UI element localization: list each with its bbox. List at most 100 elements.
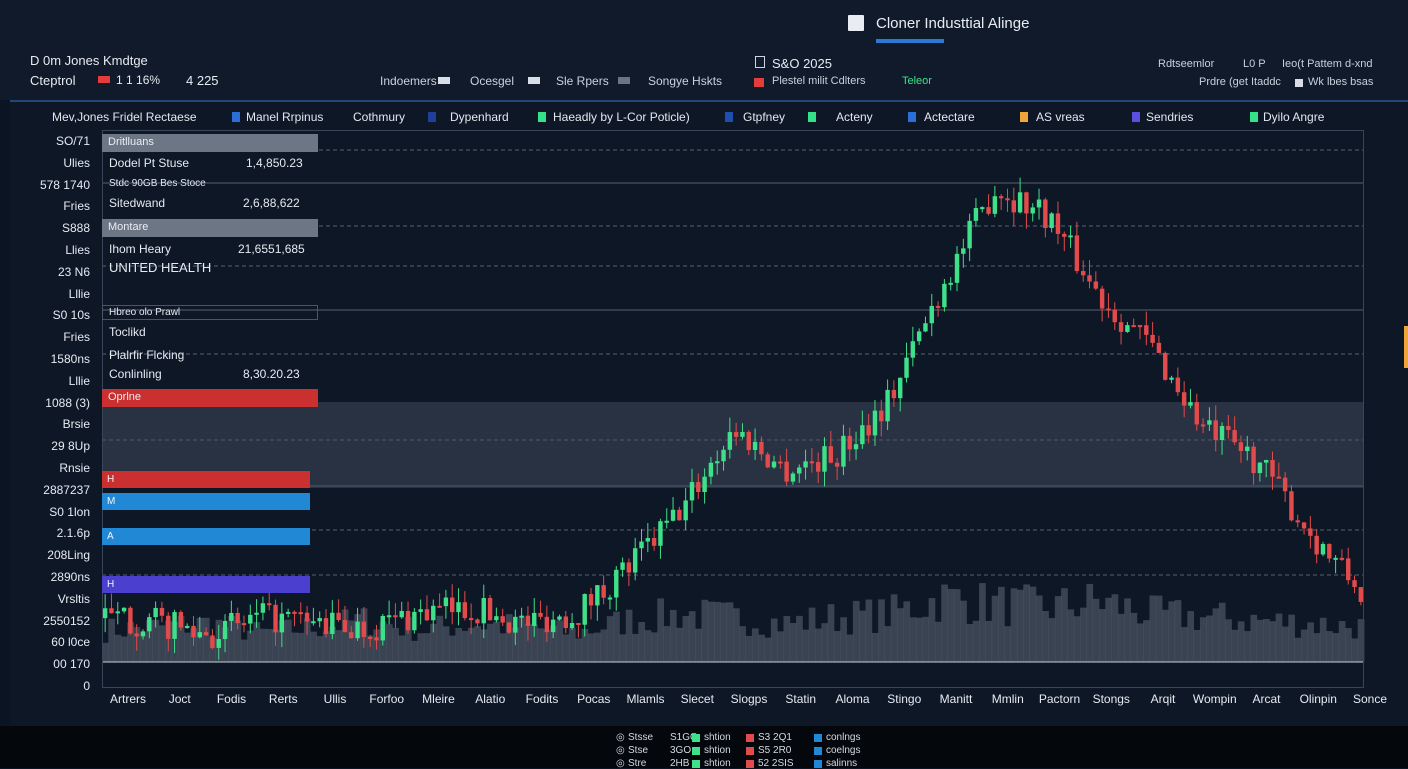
volume-bar: [1269, 621, 1277, 662]
volume-bar: [1351, 638, 1359, 662]
volume-bar: [1136, 623, 1144, 662]
candle-body: [1043, 199, 1048, 228]
volume-bar: [695, 628, 702, 662]
volume-bar: [619, 634, 627, 662]
legend-item-3[interactable]: Dypenhard: [450, 110, 509, 124]
tab-ocesgel[interactable]: Ocesgel: [470, 74, 515, 88]
candle-down: [1055, 201, 1061, 245]
legend-item-2[interactable]: Cothmury: [353, 110, 406, 124]
legend-item-4[interactable]: Haeadly by L-Cor Poticle): [553, 110, 690, 124]
candle-body: [1125, 325, 1130, 332]
candle-up: [715, 450, 720, 475]
candle-body: [1213, 420, 1218, 441]
legend-item-6[interactable]: Acteny: [836, 110, 873, 124]
volume-bar: [657, 598, 664, 662]
candle-up: [1219, 422, 1225, 455]
y-tick-label: 208Ling: [47, 548, 90, 563]
legend-swatch-8: [1020, 112, 1028, 122]
candle-body: [1112, 309, 1117, 323]
legend-item-1[interactable]: Manel Rrpinus: [246, 110, 324, 124]
candle-body: [740, 431, 745, 437]
x-tick-label: Mleire: [422, 692, 455, 706]
candle-body: [696, 482, 701, 493]
candle-body: [1144, 325, 1149, 335]
candle-down: [1270, 451, 1275, 490]
candle-body: [311, 621, 316, 624]
volume-bar: [392, 627, 399, 662]
candle-down: [1074, 221, 1080, 274]
candle-body: [632, 548, 638, 573]
top-bar: D 0m Jones Kmdtge Cteptrol 1 1 16% 4 225…: [0, 0, 1408, 100]
candle-body: [437, 605, 442, 608]
candle-up: [431, 599, 436, 633]
index-checkbox[interactable]: [755, 56, 765, 68]
candle-body: [784, 461, 789, 482]
candle-up: [330, 600, 335, 640]
candle-down: [784, 448, 789, 486]
y-tick-label: Lllie: [68, 286, 90, 301]
candle-down: [323, 609, 329, 638]
legend-item-10[interactable]: Dyilo Angre: [1263, 110, 1325, 124]
candle-up: [260, 596, 266, 621]
candle-up: [1017, 177, 1023, 214]
legend-swatch-7: [908, 112, 916, 122]
x-tick-label: Ullis: [323, 692, 347, 706]
volume-bar: [714, 601, 721, 662]
candle-body: [702, 476, 707, 493]
volume-bar: [499, 633, 507, 662]
candle-body: [424, 609, 430, 621]
legend-item-9[interactable]: Sendries: [1146, 110, 1194, 124]
header-divider: [10, 100, 1408, 102]
volume-bar: [1149, 595, 1157, 662]
legend-item-7[interactable]: Actectare: [924, 110, 975, 124]
candle-up: [355, 607, 360, 641]
tab-swatch-3: [618, 77, 630, 84]
candle-down: [424, 595, 430, 622]
legend-item-0[interactable]: Mev,Jones Fridel Rectaese: [52, 110, 197, 124]
candle-down: [1131, 318, 1136, 328]
volume-bar: [1162, 609, 1169, 662]
candle-body: [1295, 520, 1300, 523]
candle-body: [1358, 587, 1364, 602]
volume-bar: [550, 625, 557, 662]
candle-up: [664, 508, 669, 529]
panel-row-value: 8,30.20.23: [243, 367, 300, 381]
candle-body: [544, 616, 550, 633]
tab-indoemers[interactable]: Indoemers: [380, 74, 437, 88]
volume-bar: [1174, 600, 1182, 662]
alert-bar[interactable]: Oprlne: [102, 389, 318, 407]
candle-down: [1093, 271, 1099, 291]
candle-body: [260, 603, 266, 613]
volume-bar: [329, 626, 336, 662]
x-tick-label: Fodis: [216, 692, 247, 706]
candle-body: [1150, 334, 1155, 343]
legend-item-8[interactable]: AS vreas: [1036, 110, 1085, 124]
candle-up: [532, 598, 537, 637]
footer-swatch: [746, 734, 754, 742]
candle-down: [1251, 442, 1256, 485]
candle-body: [210, 635, 215, 648]
edge-tab[interactable]: [1404, 326, 1408, 368]
volume-bar: [613, 611, 620, 662]
tab-sle-rpers[interactable]: Sle Rpers: [556, 74, 609, 88]
candle-down: [273, 599, 278, 646]
tab-swatch-1: [438, 77, 450, 84]
y-tick-label: Lllie: [68, 373, 90, 388]
x-tick-label: Sonce: [1352, 692, 1388, 706]
volume-bar: [228, 615, 235, 662]
candle-body: [727, 432, 733, 450]
volume-bar: [537, 628, 545, 662]
tab-songye[interactable]: Songye Hskts: [648, 74, 723, 88]
candle-body: [109, 608, 114, 614]
candle-body: [998, 196, 1004, 199]
candle-body: [1099, 288, 1105, 309]
candle-down: [626, 558, 632, 587]
footer-text: Stsse: [628, 732, 654, 743]
price-value: 4 225: [186, 73, 219, 88]
legend-item-5[interactable]: Gtpfney: [743, 110, 786, 124]
volume-bar: [815, 628, 822, 662]
candle-body: [1011, 200, 1017, 213]
candle-up: [569, 613, 575, 630]
candle-down: [1232, 416, 1237, 446]
candle-down: [1301, 522, 1307, 535]
